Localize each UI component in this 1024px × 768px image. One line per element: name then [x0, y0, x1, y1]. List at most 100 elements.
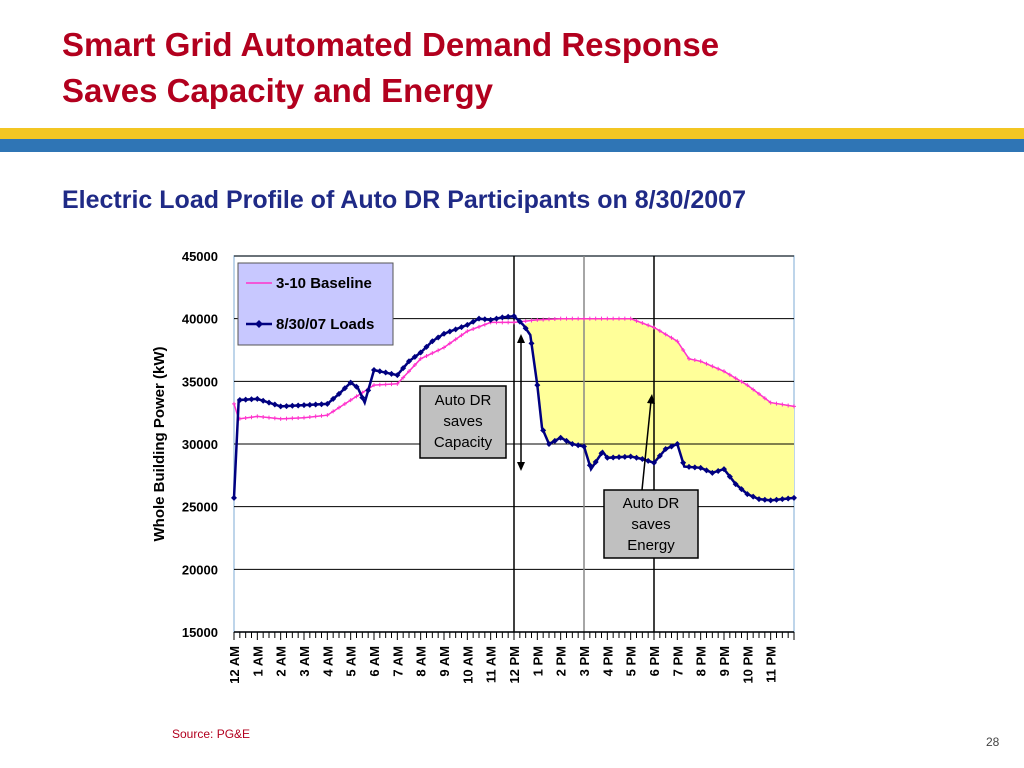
loads-point [318, 401, 325, 408]
baseline-point [751, 387, 756, 392]
loads-point [394, 372, 401, 379]
baseline-point [313, 414, 318, 419]
loads-point [417, 349, 424, 356]
loads-point [557, 434, 564, 441]
energy-arrow-shaft [641, 400, 652, 491]
baseline-point [552, 316, 557, 321]
baseline-point [407, 369, 411, 374]
baseline-point [377, 382, 382, 387]
baseline-point [599, 316, 604, 321]
x-tick-label: 6 AM [367, 646, 382, 677]
loads-point [371, 367, 377, 374]
y-tick-label: 25000 [182, 500, 218, 515]
baseline-point [669, 335, 674, 340]
loads-point [721, 466, 727, 473]
loads-point [744, 491, 751, 498]
baseline-point [412, 363, 417, 368]
capacity-callout-box [419, 385, 507, 459]
x-tick-label: 12 AM [227, 646, 242, 684]
baseline-point [757, 391, 761, 396]
loads-point [295, 402, 302, 409]
loads-point [674, 441, 681, 447]
energy-callout-line-1: Auto DR [623, 495, 680, 512]
baseline-point [430, 351, 435, 356]
baseline-point [663, 332, 668, 337]
loads-point [791, 494, 797, 501]
loads-point [481, 316, 488, 323]
x-tick-label: 8 AM [414, 646, 429, 677]
baseline-point [675, 339, 680, 344]
energy-callout: Auto DR saves Energy [603, 394, 699, 559]
loads-point [709, 469, 716, 476]
x-tick-label: 3 AM [297, 646, 312, 677]
loads-point [446, 328, 453, 335]
baseline-point [727, 372, 732, 377]
loads-point [616, 454, 622, 461]
x-tick-label: 2 PM [554, 646, 569, 676]
baseline-point [628, 316, 633, 321]
baseline-point [424, 353, 429, 358]
loads-point [411, 353, 418, 360]
loads-point [761, 496, 768, 503]
baseline-point [558, 316, 563, 321]
capacity-callout: Auto DR saves Capacity [419, 334, 525, 471]
legend-baseline-label: 3-10 Baseline [276, 275, 372, 292]
loads-point [621, 453, 628, 460]
loads-point [511, 313, 517, 320]
baseline-point [302, 415, 306, 420]
x-tick-label: 10 AM [460, 646, 475, 684]
loads-point [703, 467, 710, 474]
loads-point [779, 496, 786, 503]
capacity-callout-line-1: Auto DR [435, 392, 492, 409]
loads-point [306, 401, 313, 408]
x-tick-label: 4 PM [600, 646, 615, 676]
x-tick-label: 1 AM [250, 646, 265, 677]
x-tick-label: 8 PM [694, 646, 709, 676]
loads-point [493, 315, 500, 322]
loads-point [277, 403, 284, 410]
baseline-point [482, 322, 487, 327]
loads-point [738, 486, 745, 493]
loads-point [505, 313, 512, 320]
baseline-point [564, 316, 569, 321]
loads-point [283, 403, 290, 410]
baseline-point [646, 323, 651, 328]
loads-point [756, 496, 762, 503]
baseline-point [687, 356, 691, 361]
loads-point [260, 397, 267, 404]
legend-box [237, 262, 394, 346]
savings-area [523, 318, 794, 501]
baseline-point [278, 416, 283, 421]
baseline-point [389, 382, 394, 387]
baseline-point [471, 327, 476, 332]
baseline-point [442, 345, 446, 350]
baseline-point [243, 415, 248, 420]
baseline-point [447, 341, 452, 346]
baseline-point [582, 316, 586, 321]
x-tick-label: 9 AM [437, 646, 452, 677]
x-tick-label: 5 PM [624, 646, 639, 676]
loads-point [528, 340, 535, 347]
energy-arrow-head [647, 394, 655, 404]
loads-point [656, 452, 663, 459]
loads-point [470, 318, 477, 325]
loads-point [592, 459, 599, 466]
baseline-point [272, 416, 277, 421]
loads-point [336, 390, 342, 397]
loads-point [441, 330, 447, 337]
baseline-point [716, 366, 721, 371]
loads-point [365, 387, 372, 394]
loads-point [458, 324, 465, 331]
x-tick-label: 2 AM [274, 646, 289, 677]
loads-point [423, 343, 430, 350]
loads-point [236, 397, 243, 404]
loads-point [487, 316, 494, 323]
loads-point [697, 464, 704, 471]
loads-point [546, 441, 552, 447]
baseline-point [354, 394, 359, 399]
baseline-point [587, 316, 592, 321]
baseline-point [523, 319, 528, 324]
baseline-point [337, 405, 341, 410]
loads-point [686, 463, 692, 470]
loads-point [254, 395, 261, 402]
